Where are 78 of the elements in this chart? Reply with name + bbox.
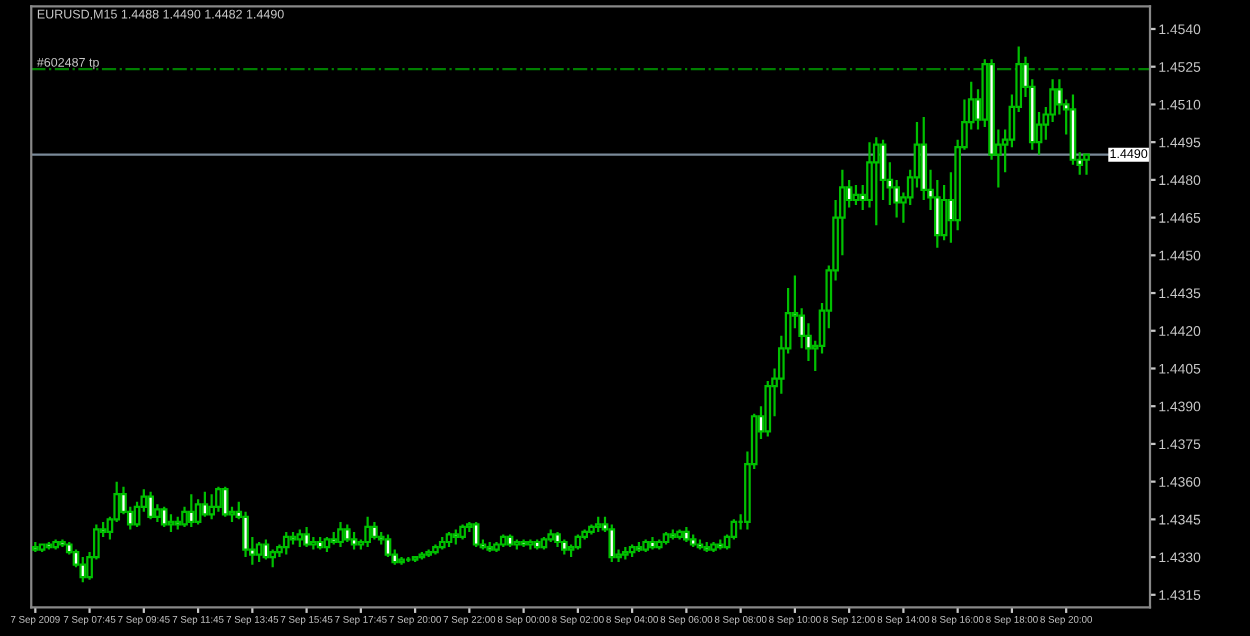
candlestick (282, 530, 290, 556)
candlestick (710, 540, 717, 554)
candlestick (364, 515, 371, 549)
candlestick (255, 540, 263, 564)
candlestick (323, 535, 331, 554)
candlestick (337, 520, 344, 549)
candlestick (513, 538, 521, 551)
candlestick (316, 535, 324, 551)
candlestick (425, 548, 433, 559)
candlestick (689, 533, 697, 549)
candlestick (527, 538, 534, 551)
candlestick (933, 178, 941, 249)
candlestick (662, 530, 670, 546)
candlestick (683, 525, 690, 544)
candlestick (560, 538, 568, 556)
candlestick (350, 530, 358, 551)
candlestick (167, 513, 175, 534)
candlestick (147, 490, 154, 521)
candlestick (296, 528, 304, 549)
candlestick (418, 550, 426, 561)
candlestick (594, 515, 602, 534)
candlestick (330, 530, 338, 546)
candlestick (540, 535, 548, 551)
candlestick (493, 540, 500, 554)
candlestick (242, 510, 249, 559)
candlestick (622, 545, 629, 561)
candlestick (628, 543, 636, 559)
candlestick (533, 538, 541, 551)
candlestick (201, 490, 209, 518)
candlestick (31, 540, 39, 554)
candlestick (642, 538, 650, 554)
candlestick (262, 538, 270, 561)
candlestick (174, 515, 182, 531)
candlestick (649, 535, 656, 551)
candlestick (52, 538, 60, 551)
candlestick (520, 538, 527, 549)
candlestick (187, 493, 195, 529)
candlestick (445, 530, 453, 549)
candlestick (872, 136, 880, 227)
candlestick (59, 538, 66, 549)
candlestick (499, 533, 507, 549)
candlestick (852, 183, 860, 207)
candlestick (452, 528, 460, 546)
candlestick (411, 555, 419, 564)
candlestick (45, 540, 53, 551)
candlestick (215, 485, 222, 513)
candlestick (38, 543, 46, 554)
candlestick (303, 525, 310, 549)
candlestick (608, 523, 616, 564)
candlestick (472, 520, 480, 549)
candlestick (554, 530, 561, 549)
candlestick (506, 533, 514, 549)
candlestick (676, 528, 683, 541)
candlestick (696, 538, 704, 551)
candlestick (574, 533, 582, 551)
candlestick (655, 538, 663, 551)
candlestick (716, 538, 724, 551)
candlestick (310, 535, 317, 551)
candlestick (920, 115, 928, 202)
candlestick (438, 535, 446, 551)
candlestick (669, 528, 677, 541)
candlestick (486, 540, 494, 554)
candlestick (703, 540, 711, 554)
candlestick (547, 528, 555, 544)
candlestick (221, 485, 229, 518)
candlestick (432, 543, 439, 556)
candlestick (635, 540, 643, 554)
candlestick (208, 493, 215, 521)
candlestick (343, 523, 351, 544)
candlestick (1083, 153, 1090, 176)
candlestick (588, 523, 595, 536)
candlestick (160, 505, 168, 529)
candlestick (79, 555, 87, 584)
candlestick (384, 533, 392, 559)
candlestick (459, 523, 466, 541)
candlestick (398, 555, 405, 566)
candlestick (194, 498, 202, 526)
candlestick (371, 520, 378, 541)
